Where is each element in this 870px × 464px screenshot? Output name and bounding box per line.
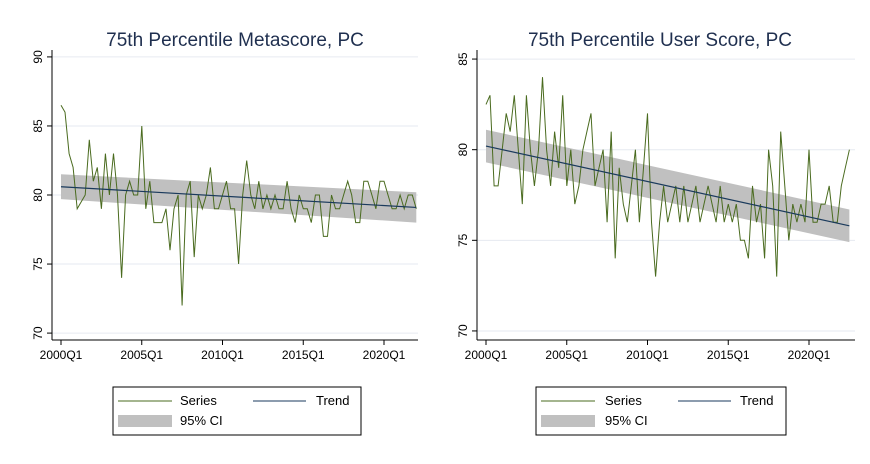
legend: Series 95% CI Trend [535,386,787,436]
y-tick-label: 75 [456,233,470,247]
userscore-chart-panel: 75th Percentile User Score, PC 70 75 80 85 2… [435,0,870,464]
legend-ci-swatch [118,415,172,427]
series-line [485,77,850,277]
legend-series-label: Series [605,393,642,408]
y-tick-label: 70 [456,324,470,338]
y-tick-label: 80 [31,188,45,202]
legend-series-label: Series [180,393,217,408]
series-line [60,104,417,306]
x-tick-label: 2005Q1 [545,348,588,362]
x-tick-label: 2010Q1 [626,348,669,362]
y-tick-label: 75 [31,257,45,271]
x-tick-label: 2020Q1 [788,348,831,362]
y-tick-label: 85 [31,119,45,133]
y-tick-label: 80 [456,143,470,157]
trend-line [60,186,417,209]
metascore-chart-panel: 75th Percentile Metascore, PC 70 75 80 85 90… [31,30,418,436]
y-tick-label: 90 [31,50,45,64]
x-tick-label: 2000Q1 [465,348,508,362]
metascore-chart: 75th Percentile Metascore, PC 70 75 80 85 90… [31,30,418,436]
x-tick-label: 2015Q1 [282,348,325,362]
legend-ci-swatch [541,415,595,427]
userscore-chart: 75th Percentile User Score, PC 70 75 80 85 2… [456,30,855,436]
legend-ci-label: 95% CI [180,413,223,428]
legend-trend-label: Trend [316,393,349,408]
legend: Series Trend 95% CI [112,386,362,436]
ci-band [61,174,417,223]
chart-title: 75th Percentile User Score, PC [528,30,792,51]
y-tick-label: 70 [31,326,45,340]
trend-line [485,145,850,227]
x-tick-label: 2000Q1 [40,348,83,362]
x-tick-label: 2020Q1 [363,348,406,362]
legend-trend-label: Trend [740,393,773,408]
x-tick-label: 2005Q1 [120,348,163,362]
chart-title: 75th Percentile Metascore, PC [106,30,364,51]
legend-ci-label: 95% CI [605,413,648,428]
x-tick-label: 2015Q1 [707,348,750,362]
plot-area: 70 75 80 85 90 2000Q1 2005Q1 2010Q1 2015Q1 2020Q1 [31,50,418,362]
plot-area: 70 75 80 85 2000Q1 2005Q1 2010Q1 2015Q1 2020Q1 [456,50,855,362]
y-tick-label: 85 [456,52,470,66]
x-tick-label: 2010Q1 [201,348,244,362]
